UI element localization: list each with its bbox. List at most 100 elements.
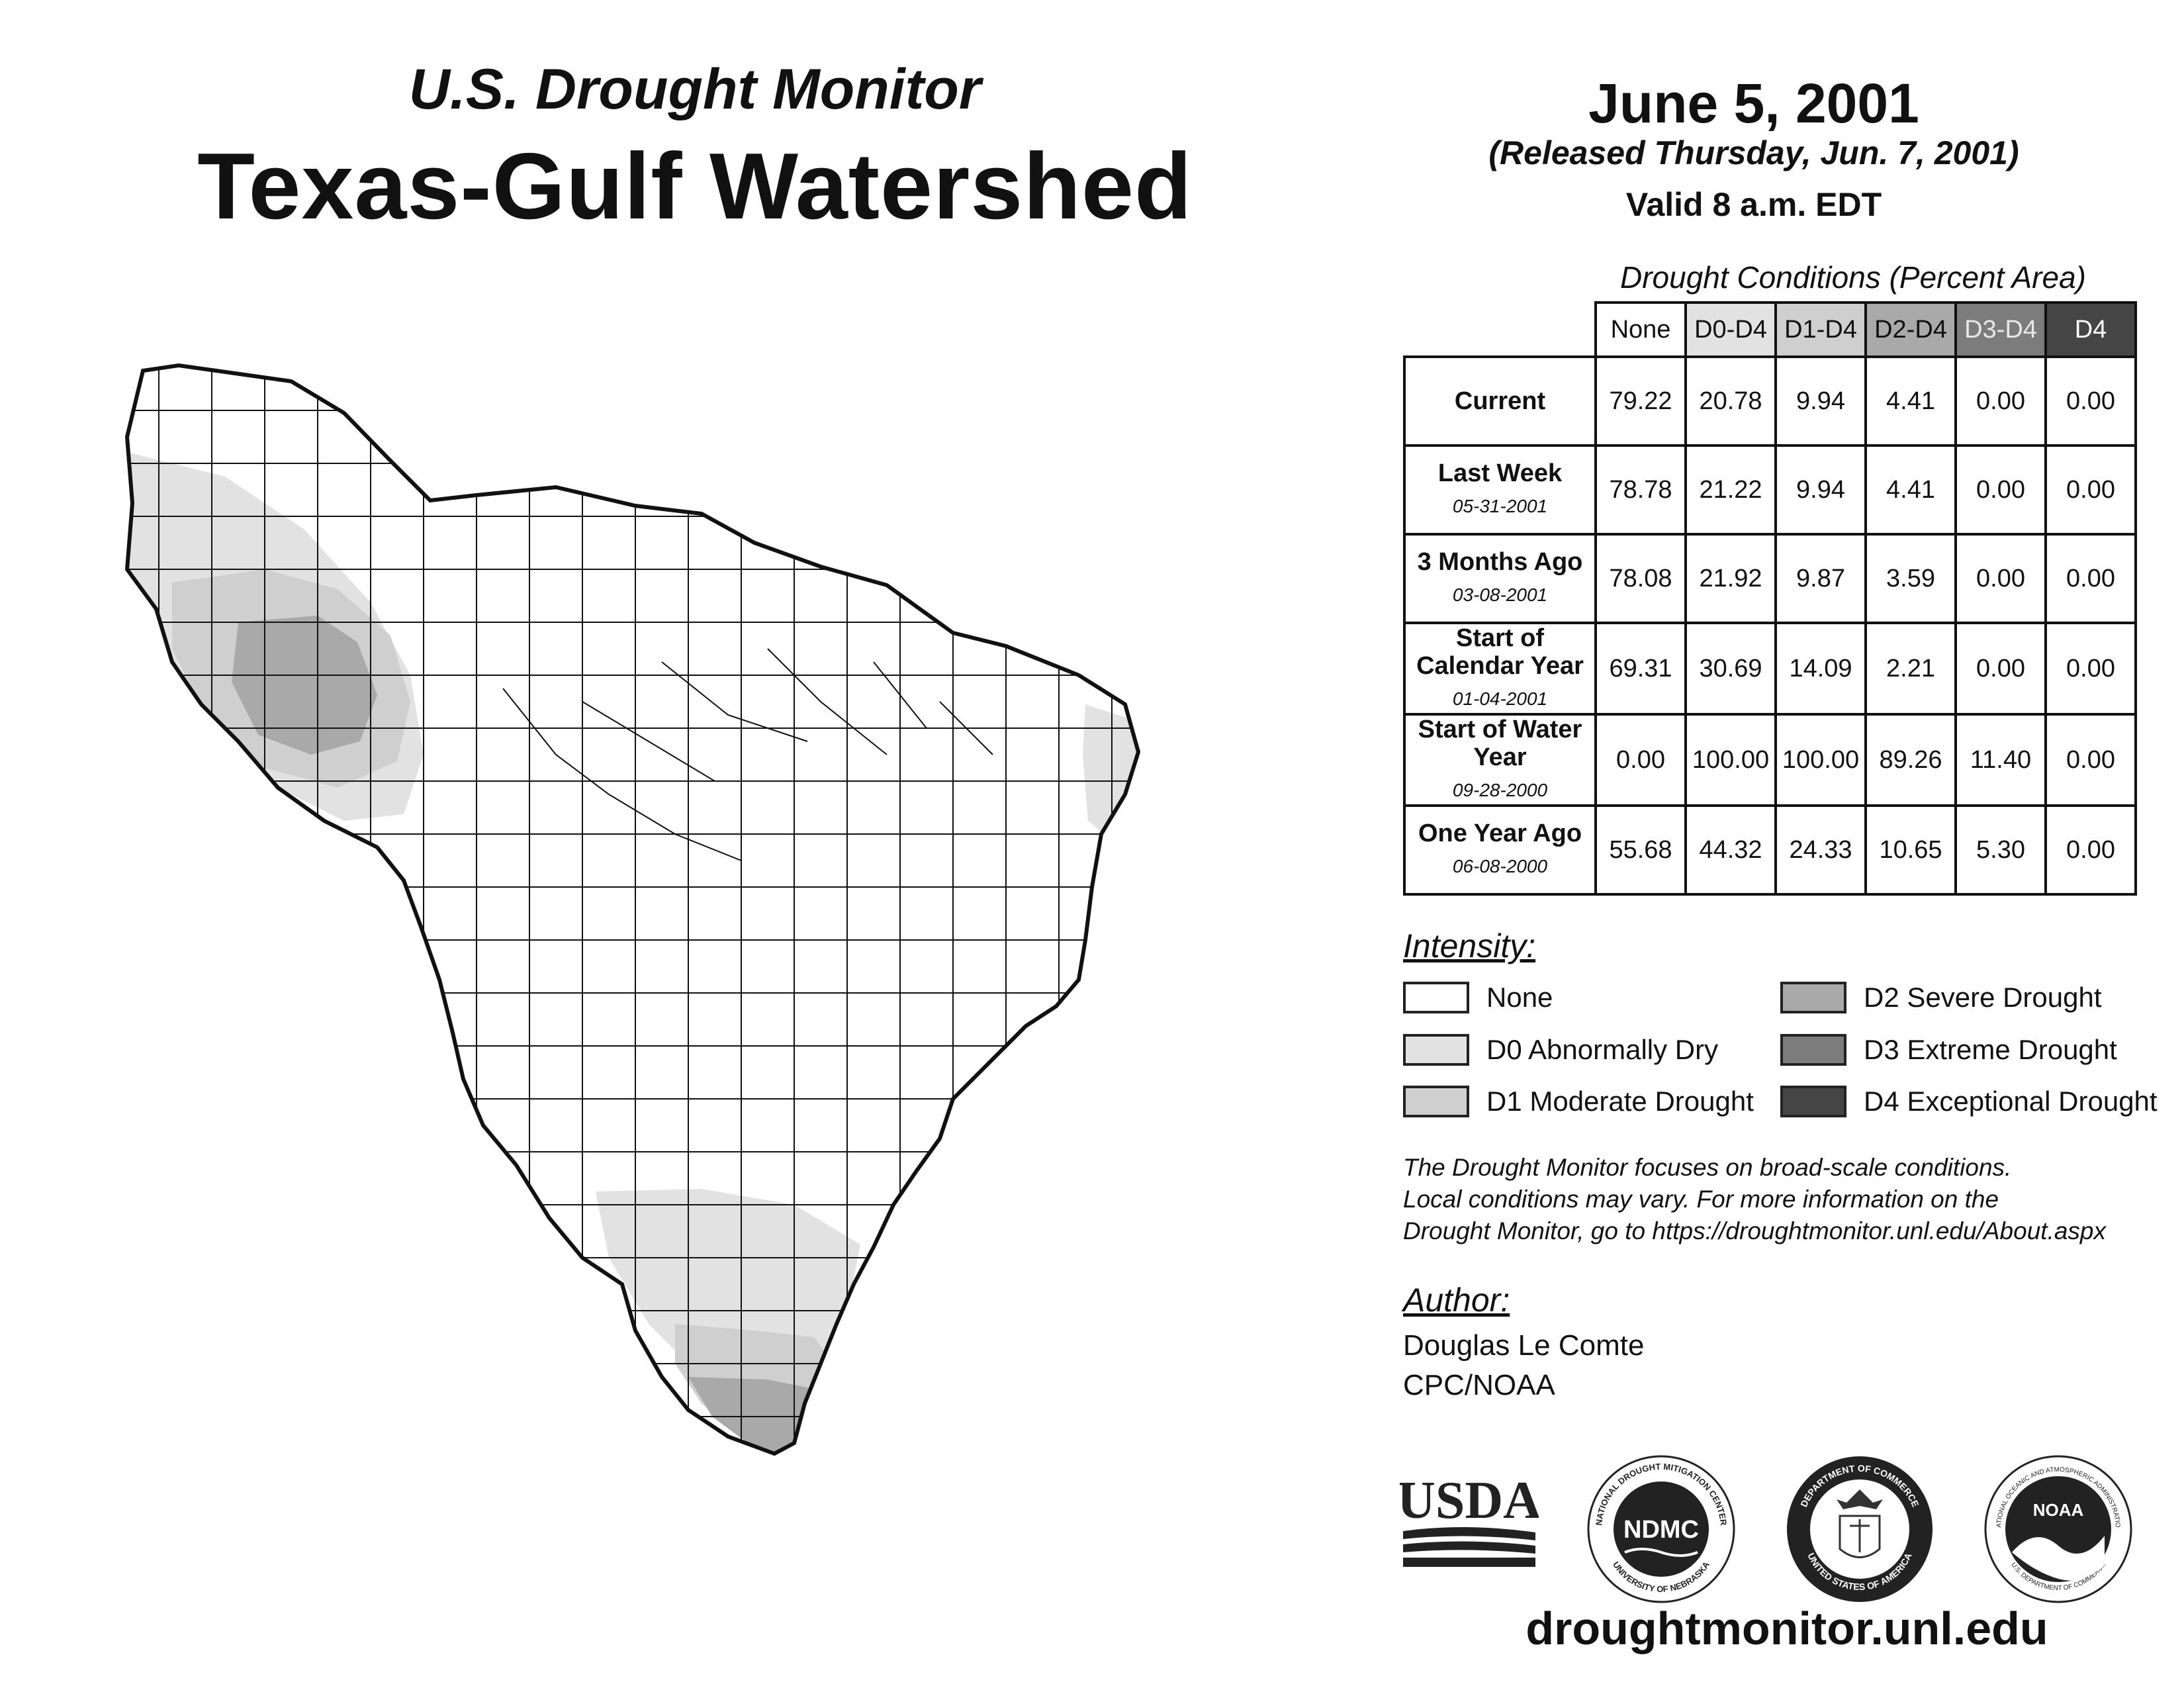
table-cell: 0.00 <box>1954 622 2047 716</box>
table-cell: 4.41 <box>1864 355 1957 447</box>
legend-label: D1 Moderate Drought <box>1486 1086 1754 1117</box>
table-cell: 0.00 <box>2044 444 2137 536</box>
valid-time: Valid 8 a.m. EDT <box>1625 186 1882 223</box>
col-header-d1-d4: D1-D4 <box>1774 301 1867 358</box>
usda-logo: USDA <box>1400 1472 1539 1567</box>
row-label: Current <box>1403 355 1597 447</box>
table-cell: 0.00 <box>2044 622 2137 716</box>
table-cell: 11.40 <box>1954 713 2047 807</box>
table-cell: 78.78 <box>1594 444 1687 536</box>
row-label: 3 Months Ago 03-08-2001 <box>1403 533 1597 624</box>
table-cell: 5.30 <box>1954 804 2047 896</box>
legend-item-d0: D0 Abnormally Dry <box>1403 1034 1718 1066</box>
table-cell: 0.00 <box>2044 804 2137 896</box>
table-row: Current 79.22 20.78 9.94 4.41 0.00 0.00 <box>1403 355 2137 447</box>
table-row: 3 Months Ago 03-08-2001 78.08 21.92 9.87 … <box>1403 533 2137 624</box>
legend-label: D2 Severe Drought <box>1864 982 2102 1013</box>
table-cell: 9.94 <box>1774 444 1867 536</box>
table-row: Last Week 05-31-2001 78.78 21.22 9.94 4.4… <box>1403 444 2137 536</box>
table-cell: 0.00 <box>1954 355 2047 447</box>
row-label: One Year Ago 06-08-2000 <box>1403 804 1597 896</box>
legend-swatch <box>1780 982 1846 1013</box>
table-row: Start of Water Year 09-28-2000 0.00 100.0… <box>1403 713 2137 807</box>
legend-label: D4 Exceptional Drought <box>1864 1086 2158 1117</box>
table-cell: 44.32 <box>1684 804 1777 896</box>
table-cell: 0.00 <box>2044 355 2137 447</box>
table-cell: 14.09 <box>1774 622 1867 716</box>
table-cell: 0.00 <box>2044 533 2137 624</box>
map-subtitle: U.S. Drought Monitor <box>408 58 981 121</box>
note-line: Local conditions may vary. For more info… <box>1403 1186 1999 1213</box>
table-cell: 21.92 <box>1684 533 1777 624</box>
legend-label: D3 Extreme Drought <box>1864 1034 2117 1065</box>
row-label: Start of Water Year 09-28-2000 <box>1403 713 1597 807</box>
table-row: One Year Ago 06-08-2000 55.68 44.32 24.33… <box>1403 804 2137 896</box>
legend-item-d2: D2 Severe Drought <box>1780 982 2102 1013</box>
drought-conditions-table: None D0-D4 D1-D4 D2-D4 D3-D4 D4 Current … <box>1403 301 2137 896</box>
col-header-d2-d4: D2-D4 <box>1864 301 1957 358</box>
legend-item-none: None <box>1403 982 1553 1013</box>
map-title: Texas-Gulf Watershed <box>197 134 1193 239</box>
drought-area-d2-south <box>688 1377 821 1454</box>
table-cell: 69.31 <box>1594 622 1687 716</box>
table-cell: 24.33 <box>1774 804 1867 896</box>
commerce-seal: DEPARTMENT OF COMMERCE UNITED STATES OF … <box>1787 1456 1933 1602</box>
table-corner <box>1404 303 1597 358</box>
row-label-text: One Year Ago <box>1418 820 1582 847</box>
table-cell: 9.87 <box>1774 533 1867 624</box>
row-label-text: Last Week <box>1437 459 1563 487</box>
table-row: Start of Calendar Year 01-04-2001 69.31 3… <box>1403 622 2137 716</box>
row-date: 05-31-2001 <box>1452 496 1548 516</box>
author-name: Douglas Le Comte <box>1403 1329 1645 1362</box>
noaa-logo-text: NOAA <box>2033 1500 2084 1520</box>
table-cell: 2.21 <box>1864 622 1957 716</box>
col-header-d4: D4 <box>2044 301 2137 358</box>
row-label: Start of Calendar Year 01-04-2001 <box>1403 622 1597 716</box>
table-cell: 0.00 <box>1954 444 2047 536</box>
table-title: Drought Conditions (Percent Area) <box>1620 260 2086 295</box>
legend-label: D0 Abnormally Dry <box>1486 1034 1719 1065</box>
row-date: 01-04-2001 <box>1452 688 1548 709</box>
legend-item-d4: D4 Exceptional Drought <box>1780 1086 2158 1117</box>
table-header-row: None D0-D4 D1-D4 D2-D4 D3-D4 D4 <box>1404 301 2137 358</box>
noaa-logo: NATIONAL OCEANIC AND ATMOSPHERIC ADMINIS… <box>1982 1453 2132 1603</box>
row-label: Last Week 05-31-2001 <box>1403 444 1597 536</box>
author-organization: CPC/NOAA <box>1403 1369 1555 1401</box>
author-heading: Author: <box>1403 1282 1510 1319</box>
table-cell: 10.65 <box>1864 804 1957 896</box>
row-date: 03-08-2001 <box>1452 585 1548 605</box>
col-header-none: None <box>1594 301 1687 358</box>
table-cell: 100.00 <box>1774 713 1867 807</box>
legend-swatch <box>1780 1034 1846 1066</box>
row-date: 09-28-2000 <box>1452 780 1548 800</box>
row-date: 06-08-2000 <box>1452 856 1548 876</box>
table-cell: 0.00 <box>1954 533 2047 624</box>
legend-swatch <box>1403 1086 1469 1117</box>
col-header-d3-d4: D3-D4 <box>1954 301 2047 358</box>
table-cell: 4.41 <box>1864 444 1957 536</box>
row-label-text: Start of Water Year <box>1418 716 1582 771</box>
legend-swatch <box>1403 982 1469 1013</box>
row-label-text: 3 Months Ago <box>1417 548 1583 576</box>
website-url[interactable]: droughtmonitor.unl.edu <box>1525 1603 2048 1654</box>
col-header-d0-d4: D0-D4 <box>1684 301 1777 358</box>
watershed-outline <box>124 363 1141 1456</box>
release-date: (Released Thursday, Jun. 7, 2001) <box>1488 134 2019 171</box>
table-cell: 21.22 <box>1684 444 1777 536</box>
table-cell: 30.69 <box>1684 622 1777 716</box>
legend-label: None <box>1486 982 1553 1013</box>
legend-title: Intensity: <box>1403 927 1536 964</box>
table-cell: 0.00 <box>1594 713 1687 807</box>
row-label-text: Start of Calendar Year <box>1416 624 1584 680</box>
note-line: Drought Monitor, go to https://droughtmo… <box>1403 1217 2106 1244</box>
drought-area-d2-west <box>232 616 377 755</box>
table-cell: 0.00 <box>2044 713 2137 807</box>
ndmc-logo-text: NDMC <box>1623 1516 1699 1544</box>
table-cell: 100.00 <box>1684 713 1777 807</box>
legend-swatch <box>1780 1086 1846 1117</box>
table-cell: 89.26 <box>1864 713 1957 807</box>
usda-logo-text: USDA <box>1400 1472 1539 1530</box>
legend-item-d3: D3 Extreme Drought <box>1780 1034 2117 1066</box>
ndmc-logo: NATIONAL DROUGHT MITIGATION CENTER UNIVE… <box>1587 1455 1735 1603</box>
watershed-map <box>124 363 1141 1456</box>
